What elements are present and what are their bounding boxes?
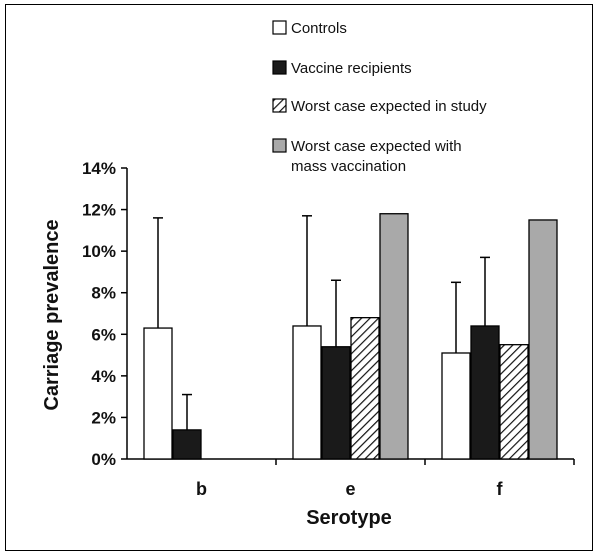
bar bbox=[321, 346, 351, 460]
chart-frame bbox=[5, 4, 593, 551]
legend-label: Vaccine recipients bbox=[291, 60, 412, 77]
legend-swatch bbox=[272, 98, 287, 113]
bars bbox=[143, 213, 558, 460]
y-tick-label: 12% bbox=[82, 201, 116, 220]
bar bbox=[143, 327, 173, 460]
bar bbox=[292, 325, 322, 460]
x-tick-label: b bbox=[196, 479, 207, 499]
bar bbox=[172, 429, 202, 460]
legend-label: Worst case expected with bbox=[291, 138, 462, 155]
y-axis-title: Carriage prevalence bbox=[41, 219, 63, 410]
bar bbox=[470, 325, 500, 460]
bar bbox=[528, 219, 558, 460]
legend-label: mass vaccination bbox=[291, 158, 406, 175]
x-tick-label: f bbox=[497, 479, 504, 499]
bar bbox=[499, 344, 529, 460]
bar bbox=[350, 317, 380, 460]
legend-swatch bbox=[272, 60, 287, 75]
bar bbox=[379, 213, 409, 460]
y-tick-label: 10% bbox=[82, 242, 116, 261]
x-axis-title: Serotype bbox=[306, 507, 392, 529]
axes: 0% 2% 4% 6% 8% 10% 12% 14% b e f bbox=[82, 159, 575, 499]
y-tick-label: 0% bbox=[91, 450, 116, 469]
legend-swatch bbox=[272, 20, 287, 35]
y-tick-label: 8% bbox=[91, 284, 116, 303]
y-tick-label: 14% bbox=[82, 159, 116, 178]
bar bbox=[441, 352, 471, 460]
x-tick-label: e bbox=[345, 479, 355, 499]
y-tick-label: 4% bbox=[91, 367, 116, 386]
y-tick-label: 6% bbox=[91, 325, 116, 344]
legend-label: Worst case expected in study bbox=[291, 98, 487, 115]
legend-swatch bbox=[272, 138, 287, 153]
legend: Controls Vaccine recipients Worst case exp… bbox=[272, 20, 487, 175]
legend-label: Controls bbox=[291, 20, 347, 37]
y-tick-label: 2% bbox=[91, 408, 116, 427]
